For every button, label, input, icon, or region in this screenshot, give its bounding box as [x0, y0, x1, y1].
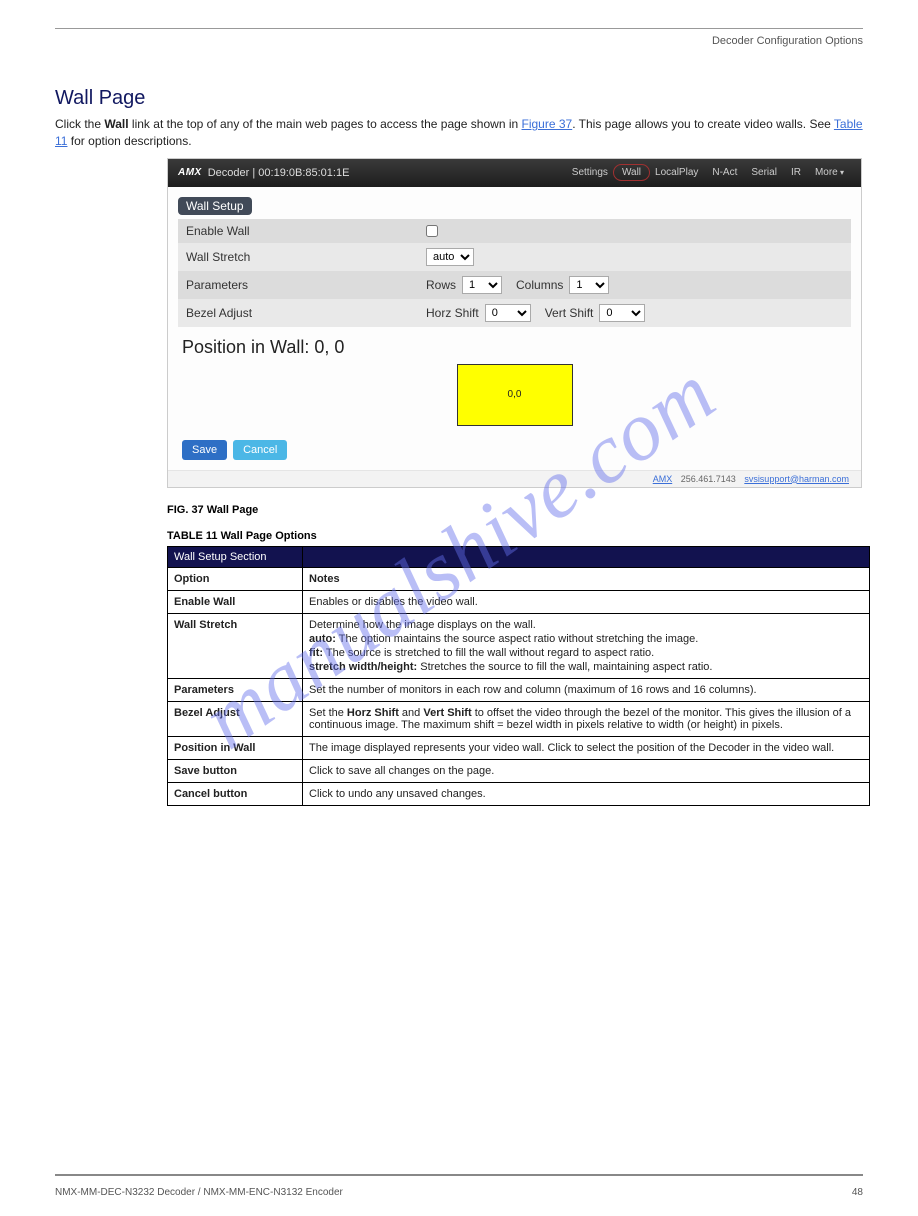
opt-val-1d-b: stretch width/height: [309, 661, 417, 673]
cancel-button[interactable]: Cancel [233, 440, 287, 460]
opt-val-1c: The source is stretched to fill the wall… [323, 647, 654, 659]
screenshot-container: AMX Decoder | 00:19:0B:85:01:1E Settings… [167, 158, 862, 488]
opt-key-5: Save button [168, 759, 303, 782]
opt-val-1b: The option maintains the source aspect r… [336, 633, 698, 645]
opt-val-1b-b: auto: [309, 633, 336, 645]
row-parameters: Parameters Rows 1 Columns 1 [178, 271, 851, 299]
wall-setup-badge: Wall Setup [178, 197, 252, 215]
wall-position-box[interactable]: 0,0 [457, 364, 573, 426]
opt-val-3: Set the Horz Shift and Vert Shift to off… [303, 701, 870, 736]
opt-val-0: Enables or disables the video wall. [303, 590, 870, 613]
opt-val-1c-b: fit: [309, 647, 323, 659]
horz-select[interactable]: 0 [485, 304, 531, 322]
rows-select[interactable]: 1 [462, 276, 502, 294]
cols-select[interactable]: 1 [569, 276, 609, 294]
opt-val-3b-b: Vert Shift [423, 707, 471, 719]
wall-stretch-label: Wall Stretch [186, 250, 426, 264]
figure-caption: FIG. 37 Wall Page [167, 504, 863, 516]
enable-wall-checkbox[interactable] [426, 225, 438, 237]
opt-val-4: The image displayed represents your vide… [303, 736, 870, 759]
opt-key-3: Bezel Adjust [168, 701, 303, 736]
table-row: Parameters Set the number of monitors in… [168, 678, 870, 701]
bezel-label: Bezel Adjust [186, 306, 426, 320]
opt-key-2: Parameters [168, 678, 303, 701]
row-enable-wall: Enable Wall [178, 219, 851, 243]
opt-key-6: Cancel button [168, 782, 303, 805]
table-header-row: Wall Setup Section [168, 546, 870, 567]
table-row: Cancel button Click to undo any unsaved … [168, 782, 870, 805]
table-row: Save button Click to save all changes on… [168, 759, 870, 782]
top-rule [55, 28, 863, 29]
opt-val-2: Set the number of monitors in each row a… [303, 678, 870, 701]
opt-val-3b: and [399, 707, 423, 719]
opt-key-1: Wall Stretch [168, 613, 303, 678]
parameters-label: Parameters [186, 278, 426, 292]
opt-val-3a: Set the [309, 707, 347, 719]
brand-logo: AMX [178, 167, 202, 178]
opt-key-0: Enable Wall [168, 590, 303, 613]
bottom-rule [55, 1174, 863, 1176]
wall-stretch-select[interactable]: auto [426, 248, 474, 266]
nav-title: Decoder | 00:19:0B:85:01:1E [208, 167, 350, 179]
table-row: Bezel Adjust Set the Horz Shift and Vert… [168, 701, 870, 736]
opt-val-5: Click to save all changes on the page. [303, 759, 870, 782]
table-caption: TABLE 11 Wall Page Options [167, 530, 863, 542]
rows-label: Rows [426, 278, 456, 292]
position-title: Position in Wall: 0, 0 [182, 337, 851, 358]
table-subheader-row: Option Notes [168, 567, 870, 590]
opt-val-1a: Determine how the image displays on the … [309, 619, 536, 631]
opt-val-6: Click to undo any unsaved changes. [303, 782, 870, 805]
nav-serial[interactable]: Serial [744, 167, 784, 178]
intro-wall-bold: Wall [104, 117, 128, 131]
nav-more[interactable]: More [808, 167, 851, 178]
footer-amx-link[interactable]: AMX [653, 474, 673, 484]
intro-text-3: . This page allows you to create video w… [572, 117, 834, 131]
horz-label: Horz Shift [426, 306, 479, 320]
table-row: Position in Wall The image displayed rep… [168, 736, 870, 759]
intro-text-4: for option descriptions. [67, 134, 191, 148]
nav-nact[interactable]: N-Act [705, 167, 744, 178]
screenshot-nav: AMX Decoder | 00:19:0B:85:01:1E Settings… [168, 159, 861, 187]
row-wall-stretch: Wall Stretch auto [178, 243, 851, 271]
nav-settings[interactable]: Settings [565, 167, 615, 178]
intro-paragraph: Click the Wall link at the top of any of… [55, 116, 863, 150]
opt-key-4: Position in Wall [168, 736, 303, 759]
save-button[interactable]: Save [182, 440, 227, 460]
th-blank [303, 546, 870, 567]
opt-val-1d: Stretches the source to fill the wall, m… [417, 661, 712, 673]
vert-select[interactable]: 0 [599, 304, 645, 322]
figure-link[interactable]: Figure 37 [522, 117, 573, 131]
vert-label: Vert Shift [545, 306, 594, 320]
section-header: Decoder Configuration Options [55, 35, 863, 47]
nav-ir[interactable]: IR [784, 167, 808, 178]
nav-localplay[interactable]: LocalPlay [648, 167, 705, 178]
footer-support-link[interactable]: svsisupport@harman.com [744, 474, 849, 484]
nav-wall[interactable]: Wall [615, 167, 648, 178]
opt-val-3a-b: Horz Shift [347, 707, 399, 719]
intro-text-1: Click the [55, 117, 104, 131]
th-section: Wall Setup Section [168, 546, 303, 567]
th-notes: Notes [303, 567, 870, 590]
page-footer: NMX-MM-DEC-N3232 Decoder / NMX-MM-ENC-N3… [55, 1187, 863, 1198]
footer-right: 48 [852, 1187, 863, 1198]
th-option: Option [168, 567, 303, 590]
screenshot-footer: AMX 256.461.7143 svsisupport@harman.com [168, 470, 861, 487]
footer-left: NMX-MM-DEC-N3232 Decoder / NMX-MM-ENC-N3… [55, 1187, 343, 1198]
options-table: Wall Setup Section Option Notes Enable W… [167, 546, 870, 806]
cols-label: Columns [516, 278, 563, 292]
table-row: Wall Stretch Determine how the image dis… [168, 613, 870, 678]
page-heading: Wall Page [55, 87, 145, 110]
footer-phone: 256.461.7143 [681, 474, 736, 484]
enable-wall-label: Enable Wall [186, 224, 426, 238]
row-bezel: Bezel Adjust Horz Shift 0 Vert Shift 0 [178, 299, 851, 327]
intro-text-2: link at the top of any of the main web p… [129, 117, 522, 131]
opt-val-1: Determine how the image displays on the … [303, 613, 870, 678]
table-row: Enable Wall Enables or disables the vide… [168, 590, 870, 613]
